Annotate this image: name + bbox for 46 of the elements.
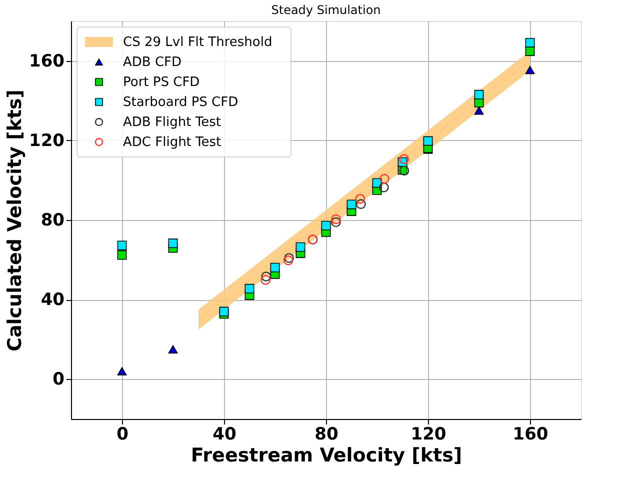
point xyxy=(219,306,229,316)
point xyxy=(356,199,366,209)
point xyxy=(474,90,484,100)
point xyxy=(355,194,366,204)
legend-label: ADB Flight Test xyxy=(123,115,221,130)
y-axis-title: Calculated Velocity [kts] xyxy=(4,90,26,352)
point xyxy=(474,106,484,115)
y-tick-label: 120 xyxy=(29,130,65,151)
y-tick-label: 80 xyxy=(40,210,65,230)
legend-label: CS 29 Lvl Flt Threshold xyxy=(123,35,272,50)
point xyxy=(168,238,178,248)
point xyxy=(270,262,280,272)
legend-label: ADC Flight Test xyxy=(123,135,222,150)
x-tick-label: 0 xyxy=(116,424,129,444)
point xyxy=(423,136,433,146)
y-tick-label: 0 xyxy=(52,370,65,390)
x-tick-label: 120 xyxy=(410,424,446,444)
x-tick-label: 40 xyxy=(212,424,236,444)
point xyxy=(525,38,535,48)
point xyxy=(331,214,341,224)
point xyxy=(244,284,254,294)
point xyxy=(117,250,127,260)
chart-title: Steady Simulation xyxy=(271,3,381,17)
point xyxy=(399,154,409,164)
y-tick-label: 160 xyxy=(29,51,65,72)
point xyxy=(168,345,178,354)
point xyxy=(346,200,356,210)
point xyxy=(261,272,272,282)
point xyxy=(321,220,331,230)
legend-label: ADB CFD xyxy=(123,55,182,70)
point xyxy=(117,367,127,376)
point xyxy=(284,253,294,263)
x-tick-label: 160 xyxy=(512,424,548,444)
x-tick-label: 80 xyxy=(314,424,338,444)
point xyxy=(525,66,535,74)
point xyxy=(379,174,390,184)
point xyxy=(296,242,306,252)
point xyxy=(117,240,127,250)
point xyxy=(378,182,389,192)
legend-label: Starboard PS CFD xyxy=(123,95,238,110)
x-axis-title: Freestream Velocity [kts] xyxy=(190,444,462,466)
point xyxy=(260,274,270,285)
point xyxy=(331,217,341,228)
legend-label: Port PS CFD xyxy=(123,75,200,90)
point xyxy=(283,255,294,266)
y-tick-label: 40 xyxy=(40,290,65,310)
